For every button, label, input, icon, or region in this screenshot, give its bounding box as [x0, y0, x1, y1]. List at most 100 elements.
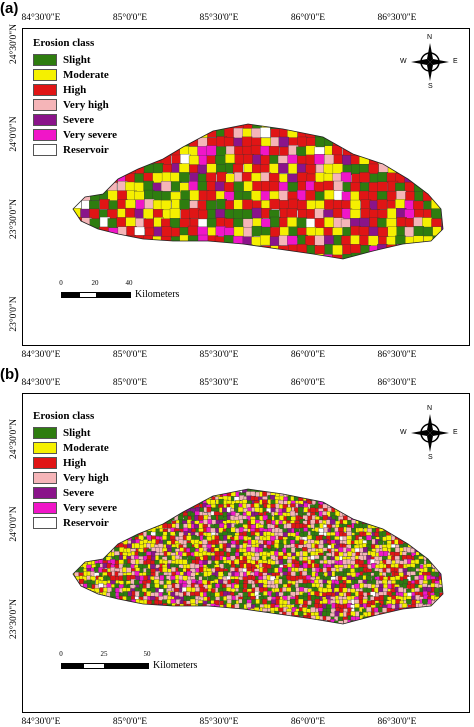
- erosion-cell: [130, 503, 137, 510]
- erosion-cell: [74, 616, 81, 623]
- erosion-cell: [418, 558, 425, 565]
- erosion-cell: [451, 147, 461, 157]
- erosion-cell: [222, 611, 229, 617]
- erosion-cell: [188, 126, 199, 138]
- erosion-cell: [378, 623, 384, 624]
- erosion-cell: [451, 604, 456, 609]
- erosion-cell: [146, 511, 152, 517]
- erosion-cell: [337, 500, 344, 506]
- erosion-cell: [97, 540, 104, 546]
- erosion-cell: [111, 611, 118, 617]
- erosion-cell: [210, 615, 216, 622]
- erosion-cell: [73, 199, 74, 210]
- erosion-cell: [89, 182, 100, 193]
- erosion-cell: [62, 533, 67, 538]
- erosion-cell: [227, 489, 233, 490]
- erosion-cell: [415, 500, 421, 506]
- erosion-cell: [450, 119, 460, 129]
- erosion-cell: [214, 592, 220, 598]
- erosion-cell: [122, 531, 129, 538]
- erosion-cell: [258, 489, 264, 490]
- erosion-cell: [285, 489, 292, 493]
- erosion-cell: [440, 182, 443, 194]
- erosion-cell: [161, 226, 173, 237]
- erosion-cell: [406, 524, 412, 530]
- erosion-cell: [346, 489, 352, 495]
- erosion-cell: [366, 535, 372, 541]
- erosion-cell: [279, 124, 290, 130]
- erosion-cell: [405, 145, 416, 157]
- erosion-cell: [432, 124, 443, 129]
- erosion-cell: [366, 606, 372, 613]
- erosion-cell: [67, 604, 72, 609]
- erosion-cell: [95, 607, 102, 614]
- erosion-cell: [73, 559, 80, 565]
- erosion-cell: [439, 620, 443, 624]
- erosion-cell: [435, 535, 441, 541]
- erosion-cell: [426, 608, 433, 614]
- erosion-cell: [349, 209, 361, 220]
- erosion-cell: [423, 489, 430, 490]
- erosion-cell: [73, 583, 77, 590]
- erosion-cell: [63, 536, 68, 541]
- erosion-cell: [126, 607, 132, 614]
- erosion-cell: [142, 511, 148, 518]
- erosion-cell: [447, 572, 452, 577]
- erosion-cell: [180, 254, 191, 259]
- erosion-cell: [234, 615, 240, 621]
- erosion-cell: [296, 217, 308, 228]
- lat-label-left: 24°0'0"N: [9, 506, 19, 542]
- erosion-cell: [129, 619, 136, 624]
- erosion-cell: [351, 512, 357, 518]
- erosion-cell: [446, 568, 451, 573]
- erosion-cell: [451, 209, 461, 219]
- erosion-cell: [75, 607, 81, 613]
- erosion-cell: [358, 491, 364, 498]
- erosion-cell: [451, 548, 456, 553]
- erosion-cell: [363, 511, 369, 518]
- erosion-cell: [351, 491, 357, 498]
- erosion-cell: [127, 489, 134, 490]
- erosion-cell: [383, 495, 389, 501]
- erosion-cell: [83, 535, 89, 541]
- erosion-cell: [450, 588, 455, 593]
- erosion-cell: [118, 507, 125, 513]
- erosion-cell: [331, 499, 337, 505]
- erosion-cell: [183, 608, 189, 615]
- erosion-cell: [403, 496, 409, 502]
- erosion-cell: [418, 574, 424, 581]
- erosion-cell: [143, 218, 154, 230]
- erosion-cell: [343, 503, 349, 510]
- erosion-cell: [427, 489, 433, 494]
- erosion-cell: [298, 619, 304, 624]
- erosion-cell: [286, 507, 292, 513]
- erosion-cell: [434, 489, 440, 490]
- erosion-cell: [161, 516, 168, 522]
- erosion-cell: [108, 235, 119, 246]
- erosion-cell: [306, 582, 313, 589]
- erosion-cell: [113, 536, 120, 542]
- erosion-cell: [434, 512, 441, 518]
- erosion-cell: [411, 623, 417, 624]
- erosion-cell: [377, 146, 388, 157]
- erosion-cell: [375, 623, 381, 624]
- erosion-cell: [359, 235, 370, 246]
- erosion-cell: [107, 253, 118, 259]
- erosion-cell: [152, 245, 163, 256]
- erosion-cell: [441, 154, 443, 165]
- erosion-cell: [406, 624, 411, 629]
- erosion-cell: [452, 612, 457, 617]
- erosion-cell: [278, 163, 289, 174]
- erosion-cell: [119, 491, 125, 497]
- erosion-cell: [165, 489, 172, 494]
- erosion-cell: [126, 153, 138, 165]
- erosion-cell: [130, 604, 136, 610]
- erosion-cell: [426, 532, 433, 538]
- erosion-cell: [435, 539, 441, 545]
- erosion-cell: [223, 182, 235, 193]
- erosion-cell: [233, 254, 245, 259]
- erosion-cell: [286, 616, 292, 622]
- erosion-cell: [171, 137, 182, 148]
- erosion-cell: [406, 527, 412, 534]
- erosion-cell: [406, 503, 413, 509]
